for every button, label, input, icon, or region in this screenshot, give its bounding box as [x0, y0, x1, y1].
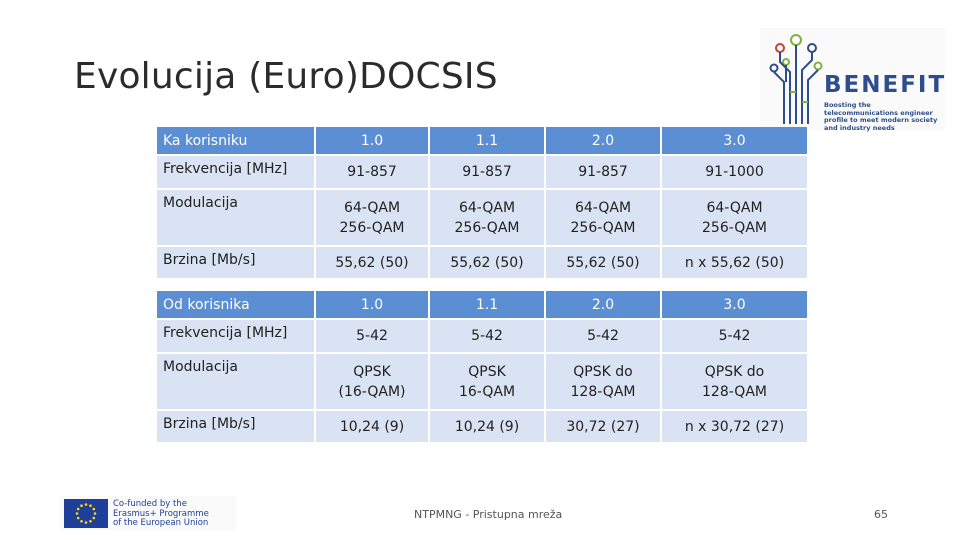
table-cell: 10,24 (9)	[316, 411, 430, 444]
header-label: Ka korisniku	[157, 127, 316, 156]
header-version: 1.0	[316, 291, 430, 320]
footer-text: NTPMNG - Pristupna mreža	[414, 508, 563, 521]
row-label: Brzina [Mb/s]	[157, 247, 316, 280]
table-cell: n x 30,72 (27)	[662, 411, 809, 444]
header-version: 2.0	[546, 291, 662, 320]
eu-star	[84, 503, 88, 506]
circuit-tree-icon	[769, 34, 823, 124]
table-cell: QPSK do 128-QAM	[546, 354, 662, 411]
table-cell: 5-42	[430, 320, 546, 354]
row-label: Modulacija	[157, 190, 316, 247]
downstream-table: Ka korisniku 1.0 1.1 2.0 3.0 Frekvencija [MHz…	[157, 127, 809, 280]
table-row: Brzina [Mb/s] 10,24 (9) 10,24 (9) 30,72 (27…	[157, 411, 809, 444]
table-cell: 91-857	[316, 156, 430, 190]
eu-star	[84, 521, 88, 524]
table-row: Frekvencija [MHz] 5-42 5-42 5-42 5-42	[157, 320, 809, 354]
eu-flag-icon	[64, 499, 108, 528]
slide-title: Evolucija (Euro)DOCSIS	[74, 56, 498, 97]
table-cell: 91-857	[430, 156, 546, 190]
eu-star	[76, 507, 80, 511]
eu-star	[93, 512, 97, 515]
table-row: Frekvencija [MHz] 91-857 91-857 91-857 91-10…	[157, 156, 809, 190]
table-cell: 5-42	[546, 320, 662, 354]
table-cell: 5-42	[316, 320, 430, 354]
benefit-logo: BENEFIT Boosting the telecommunications …	[760, 28, 947, 132]
table-cell: 55,62 (50)	[546, 247, 662, 280]
row-label: Brzina [Mb/s]	[157, 411, 316, 444]
eu-cofunding-banner: Co-funded by the Erasmus+ Programme of t…	[60, 496, 236, 530]
row-label: Modulacija	[157, 354, 316, 411]
header-version: 1.1	[430, 291, 546, 320]
table-header-row: Ka korisniku 1.0 1.1 2.0 3.0	[157, 127, 809, 156]
eu-star	[92, 516, 96, 520]
header-version: 2.0	[546, 127, 662, 156]
logo-tagline: Boosting the telecommunications engineer…	[824, 101, 938, 132]
header-version: 1.1	[430, 127, 546, 156]
table-cell: 55,62 (50)	[316, 247, 430, 280]
table-cell: 55,62 (50)	[430, 247, 546, 280]
table-cell: QPSK 16-QAM	[430, 354, 546, 411]
eu-star	[92, 507, 96, 511]
table-cell: QPSK (16-QAM)	[316, 354, 430, 411]
row-label: Frekvencija [MHz]	[157, 156, 316, 190]
eu-star	[80, 519, 83, 523]
eu-star	[80, 504, 83, 508]
header-label: Od korisnika	[157, 291, 316, 320]
eu-star	[75, 512, 79, 515]
table-cell: 64-QAM 256-QAM	[546, 190, 662, 247]
table-cell: 91-1000	[662, 156, 809, 190]
eu-star	[89, 504, 92, 508]
table-cell: 64-QAM 256-QAM	[430, 190, 546, 247]
table-cell: 30,72 (27)	[546, 411, 662, 444]
eu-star	[89, 519, 92, 523]
header-version: 3.0	[662, 127, 809, 156]
page-number: 65	[874, 508, 888, 521]
header-version: 1.0	[316, 127, 430, 156]
table-row: Modulacija QPSK (16-QAM) QPSK 16-QAM QPSK do 1…	[157, 354, 809, 411]
logo-wordmark: BENEFIT	[824, 72, 947, 98]
table-cell: QPSK do 128-QAM	[662, 354, 809, 411]
table-cell: 64-QAM 256-QAM	[316, 190, 430, 247]
upstream-table: Od korisnika 1.0 1.1 2.0 3.0 Frekvencija [MHz…	[157, 291, 809, 444]
table-row: Modulacija 64-QAM 256-QAM 64-QAM 256-QAM 64-Q…	[157, 190, 809, 247]
table-row: Brzina [Mb/s] 55,62 (50) 55,62 (50) 55,62 (…	[157, 247, 809, 280]
table-cell: n x 55,62 (50)	[662, 247, 809, 280]
table-cell: 5-42	[662, 320, 809, 354]
table-cell: 64-QAM 256-QAM	[662, 190, 809, 247]
table-cell: 91-857	[546, 156, 662, 190]
row-label: Frekvencija [MHz]	[157, 320, 316, 354]
eu-cofunding-text: Co-funded by the Erasmus+ Programme of t…	[113, 499, 209, 528]
table-cell: 10,24 (9)	[430, 411, 546, 444]
header-version: 3.0	[662, 291, 809, 320]
table-header-row: Od korisnika 1.0 1.1 2.0 3.0	[157, 291, 809, 320]
eu-star	[76, 516, 80, 520]
